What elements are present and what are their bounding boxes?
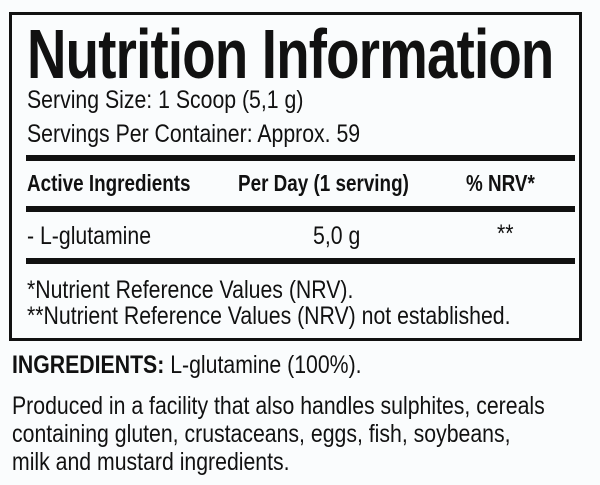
panel-title: Nutrition Information (27, 15, 554, 93)
ingredients-text: L-glutamine (100%). (164, 351, 362, 379)
divider (26, 258, 575, 264)
footnote-nrv: *Nutrient Reference Values (NRV). (27, 276, 354, 304)
header-nrv: % NRV* (466, 170, 535, 196)
ingredient-name: - L-glutamine (27, 222, 152, 250)
divider (26, 155, 575, 161)
serving-size: Serving Size: 1 Scoop (5,1 g) (27, 86, 304, 114)
allergen-line: containing gluten, crustaceans, eggs, fi… (12, 420, 511, 448)
allergen-line: milk and mustard ingredients. (12, 448, 290, 476)
ingredient-nrv: ** (497, 220, 514, 248)
header-per-day: Per Day (1 serving) (238, 170, 409, 196)
ingredients-label: INGREDIENTS: (12, 351, 165, 379)
header-active-ingredients: Active Ingredients (27, 170, 191, 196)
servings-per-container: Servings Per Container: Approx. 59 (27, 120, 361, 148)
allergen-line: Produced in a facility that also handles… (12, 392, 545, 420)
divider (26, 206, 575, 212)
ingredient-per-day: 5,0 g (313, 222, 361, 250)
footnote-nrv-not-established: **Nutrient Reference Values (NRV) not es… (27, 302, 511, 330)
ingredients-statement: INGREDIENTS: L-glutamine (100%). (12, 351, 362, 380)
nutrition-panel (9, 12, 582, 341)
